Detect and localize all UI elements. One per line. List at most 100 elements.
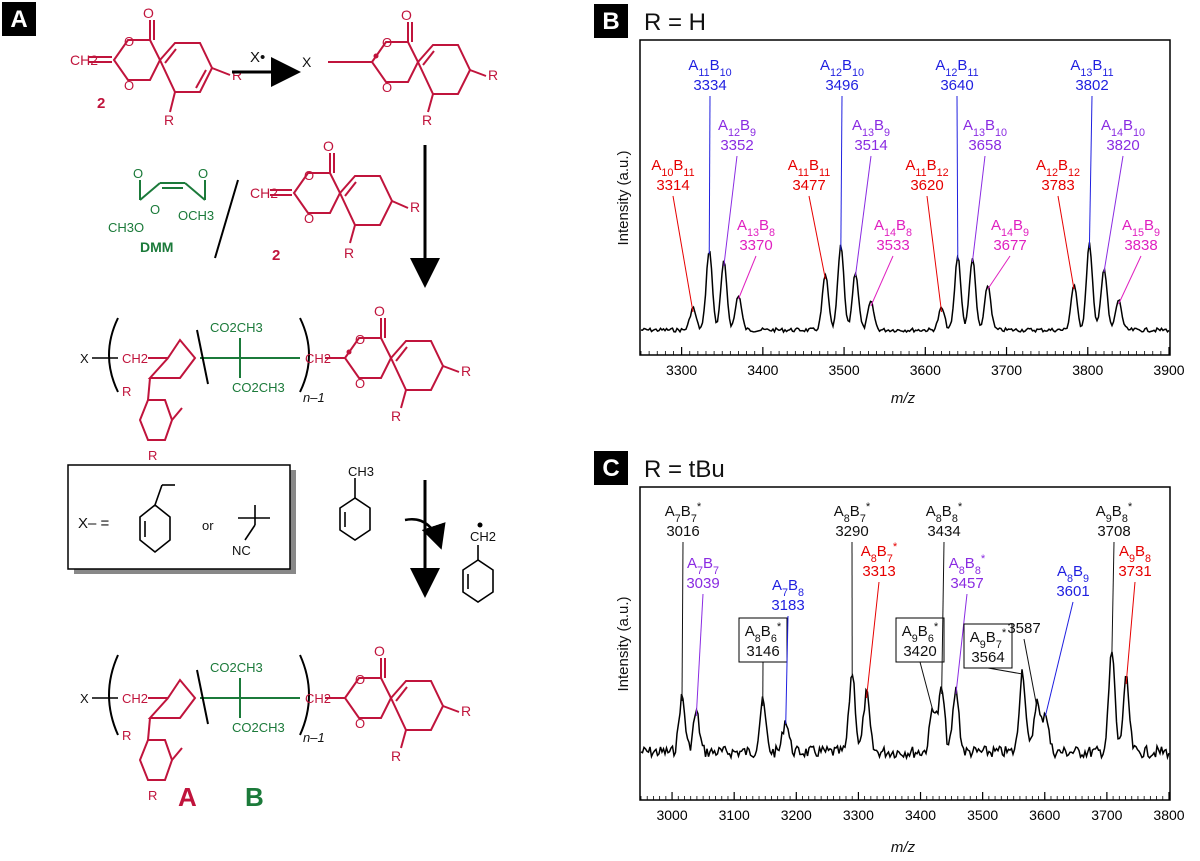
x-tick-label: 3600 [910,362,941,378]
peak-mz-value: 3838 [1124,237,1157,254]
compound-2-label-2: 2 [272,247,280,264]
svg-text:R: R [148,448,157,463]
peak-mz-value: 3820 [1106,137,1139,154]
svg-text:O: O [382,35,392,50]
peak-composition: A11B10 [688,57,731,79]
svg-text:O: O [198,166,208,181]
svg-text:O: O [124,78,134,93]
x-tick-label: 3700 [991,362,1022,378]
x-definition-box [67,464,291,570]
peak-mz-value: 3564 [971,649,1004,666]
svg-text:R: R [122,728,131,743]
peak-mz-value: 3290 [835,523,868,540]
svg-text:CH2: CH2 [470,529,496,544]
svg-text:R: R [148,788,157,803]
x-tick-label: 3900 [1153,362,1184,378]
toluene-structure [339,478,371,541]
panel-c-label-box [594,451,628,485]
svg-text:O: O [323,138,334,154]
peak-mz-value: 3677 [993,237,1026,254]
peak-mz-value: 3783 [1041,177,1074,194]
peak-mz-value: 3314 [656,177,689,194]
svg-text:n–1: n–1 [303,730,325,745]
co2ch3-upper: CO2CH3 [210,320,263,335]
peak-composition: A13B9 [852,117,890,139]
svg-text:R: R [391,408,401,424]
svg-text:O: O [374,303,385,319]
slash-separator [214,179,239,259]
repeat-n-minus-1: n–1 [303,390,325,405]
panel-b-x-ticks: 3300 3400 3500 3600 3700 3800 3900 [640,347,1185,378]
peak-mz-value: 3802 [1075,77,1108,94]
radical-dot [373,53,379,59]
peak-composition: A8B6* [745,621,782,645]
peak-composition: A11B12 [905,157,948,179]
svg-text:CH2: CH2 [122,691,148,706]
panel-b-peak-labels: A10B113314A11B103334A12B93352A13B83370A1… [651,57,1160,313]
peak-mz-value: 3334 [693,77,726,94]
peak-composition: A15B9 [1122,217,1160,239]
peak-label: A7B7*3016 [665,501,702,702]
svg-text:O: O [150,202,160,217]
svg-text:R: R [164,112,174,128]
svg-text:O: O [304,168,314,183]
peak-label: A8B7*3290 [834,501,871,677]
peak-mz-value: 3658 [968,137,1001,154]
peak-mz-value: 3620 [910,177,943,194]
peak-composition: A7B7 [687,555,719,577]
peak-composition: A7B8 [772,577,804,599]
ch3o-text: CH3O [108,220,144,235]
benzyl-radical-structure [462,545,494,603]
peak-composition: A8B8* [949,553,986,577]
compound-2-label: 2 [97,95,105,112]
peak-label: A9B8*3708 [1096,501,1133,657]
peak-composition: A9B8* [1096,501,1133,525]
peak-composition: A8B7* [861,541,898,565]
x-tick-label: 3300 [843,807,874,823]
panel-c-plot-frame [639,486,1171,801]
svg-text:O: O [382,80,392,95]
x-tick-label: 3700 [1091,807,1122,823]
peak-composition: A12B10 [820,57,864,79]
peak-composition: A12B11 [935,57,978,79]
peak-composition: A8B8* [926,501,963,525]
peak-mz-value: 3420 [903,643,936,660]
cyanoisopropyl-structure [238,505,270,541]
peak-composition: A13B11 [1070,57,1113,79]
svg-text:O: O [355,332,365,347]
polymer-radical-structure [92,317,460,441]
peak-mz-value: 3434 [927,523,960,540]
panel-a-label: A [10,6,27,33]
panel-c-spectrum-trace [640,651,1170,761]
x-tick-label: 3300 [666,362,697,378]
peak-mz-value: 3708 [1097,523,1130,540]
svg-text:CH2: CH2 [305,691,331,706]
svg-text:O: O [355,376,365,391]
x-tick-label: 3400 [905,807,936,823]
x-tick-label: 3800 [1153,807,1184,823]
panel-b-plot-frame [639,39,1171,356]
svg-text:CO2CH3: CO2CH3 [210,660,263,675]
unit-a-label: A [178,782,197,812]
peak-label: A8B7*3313 [861,541,898,699]
r-substituent: R [232,67,242,83]
svg-text:R: R [461,363,471,379]
x-tick-label: 3400 [747,362,778,378]
peak-composition: A9B6* [902,621,939,645]
panel-b-ylabel: Intensity (a.u.) [615,150,632,245]
co2ch3-lower: CO2CH3 [232,380,285,395]
peak-mz-value: 3533 [876,237,909,254]
x-group-top: X [302,54,312,70]
monomer-ch2-text: CH2 [70,52,98,68]
x-tick-label: 3500 [828,362,859,378]
peak-mz-value: 3039 [686,575,719,592]
